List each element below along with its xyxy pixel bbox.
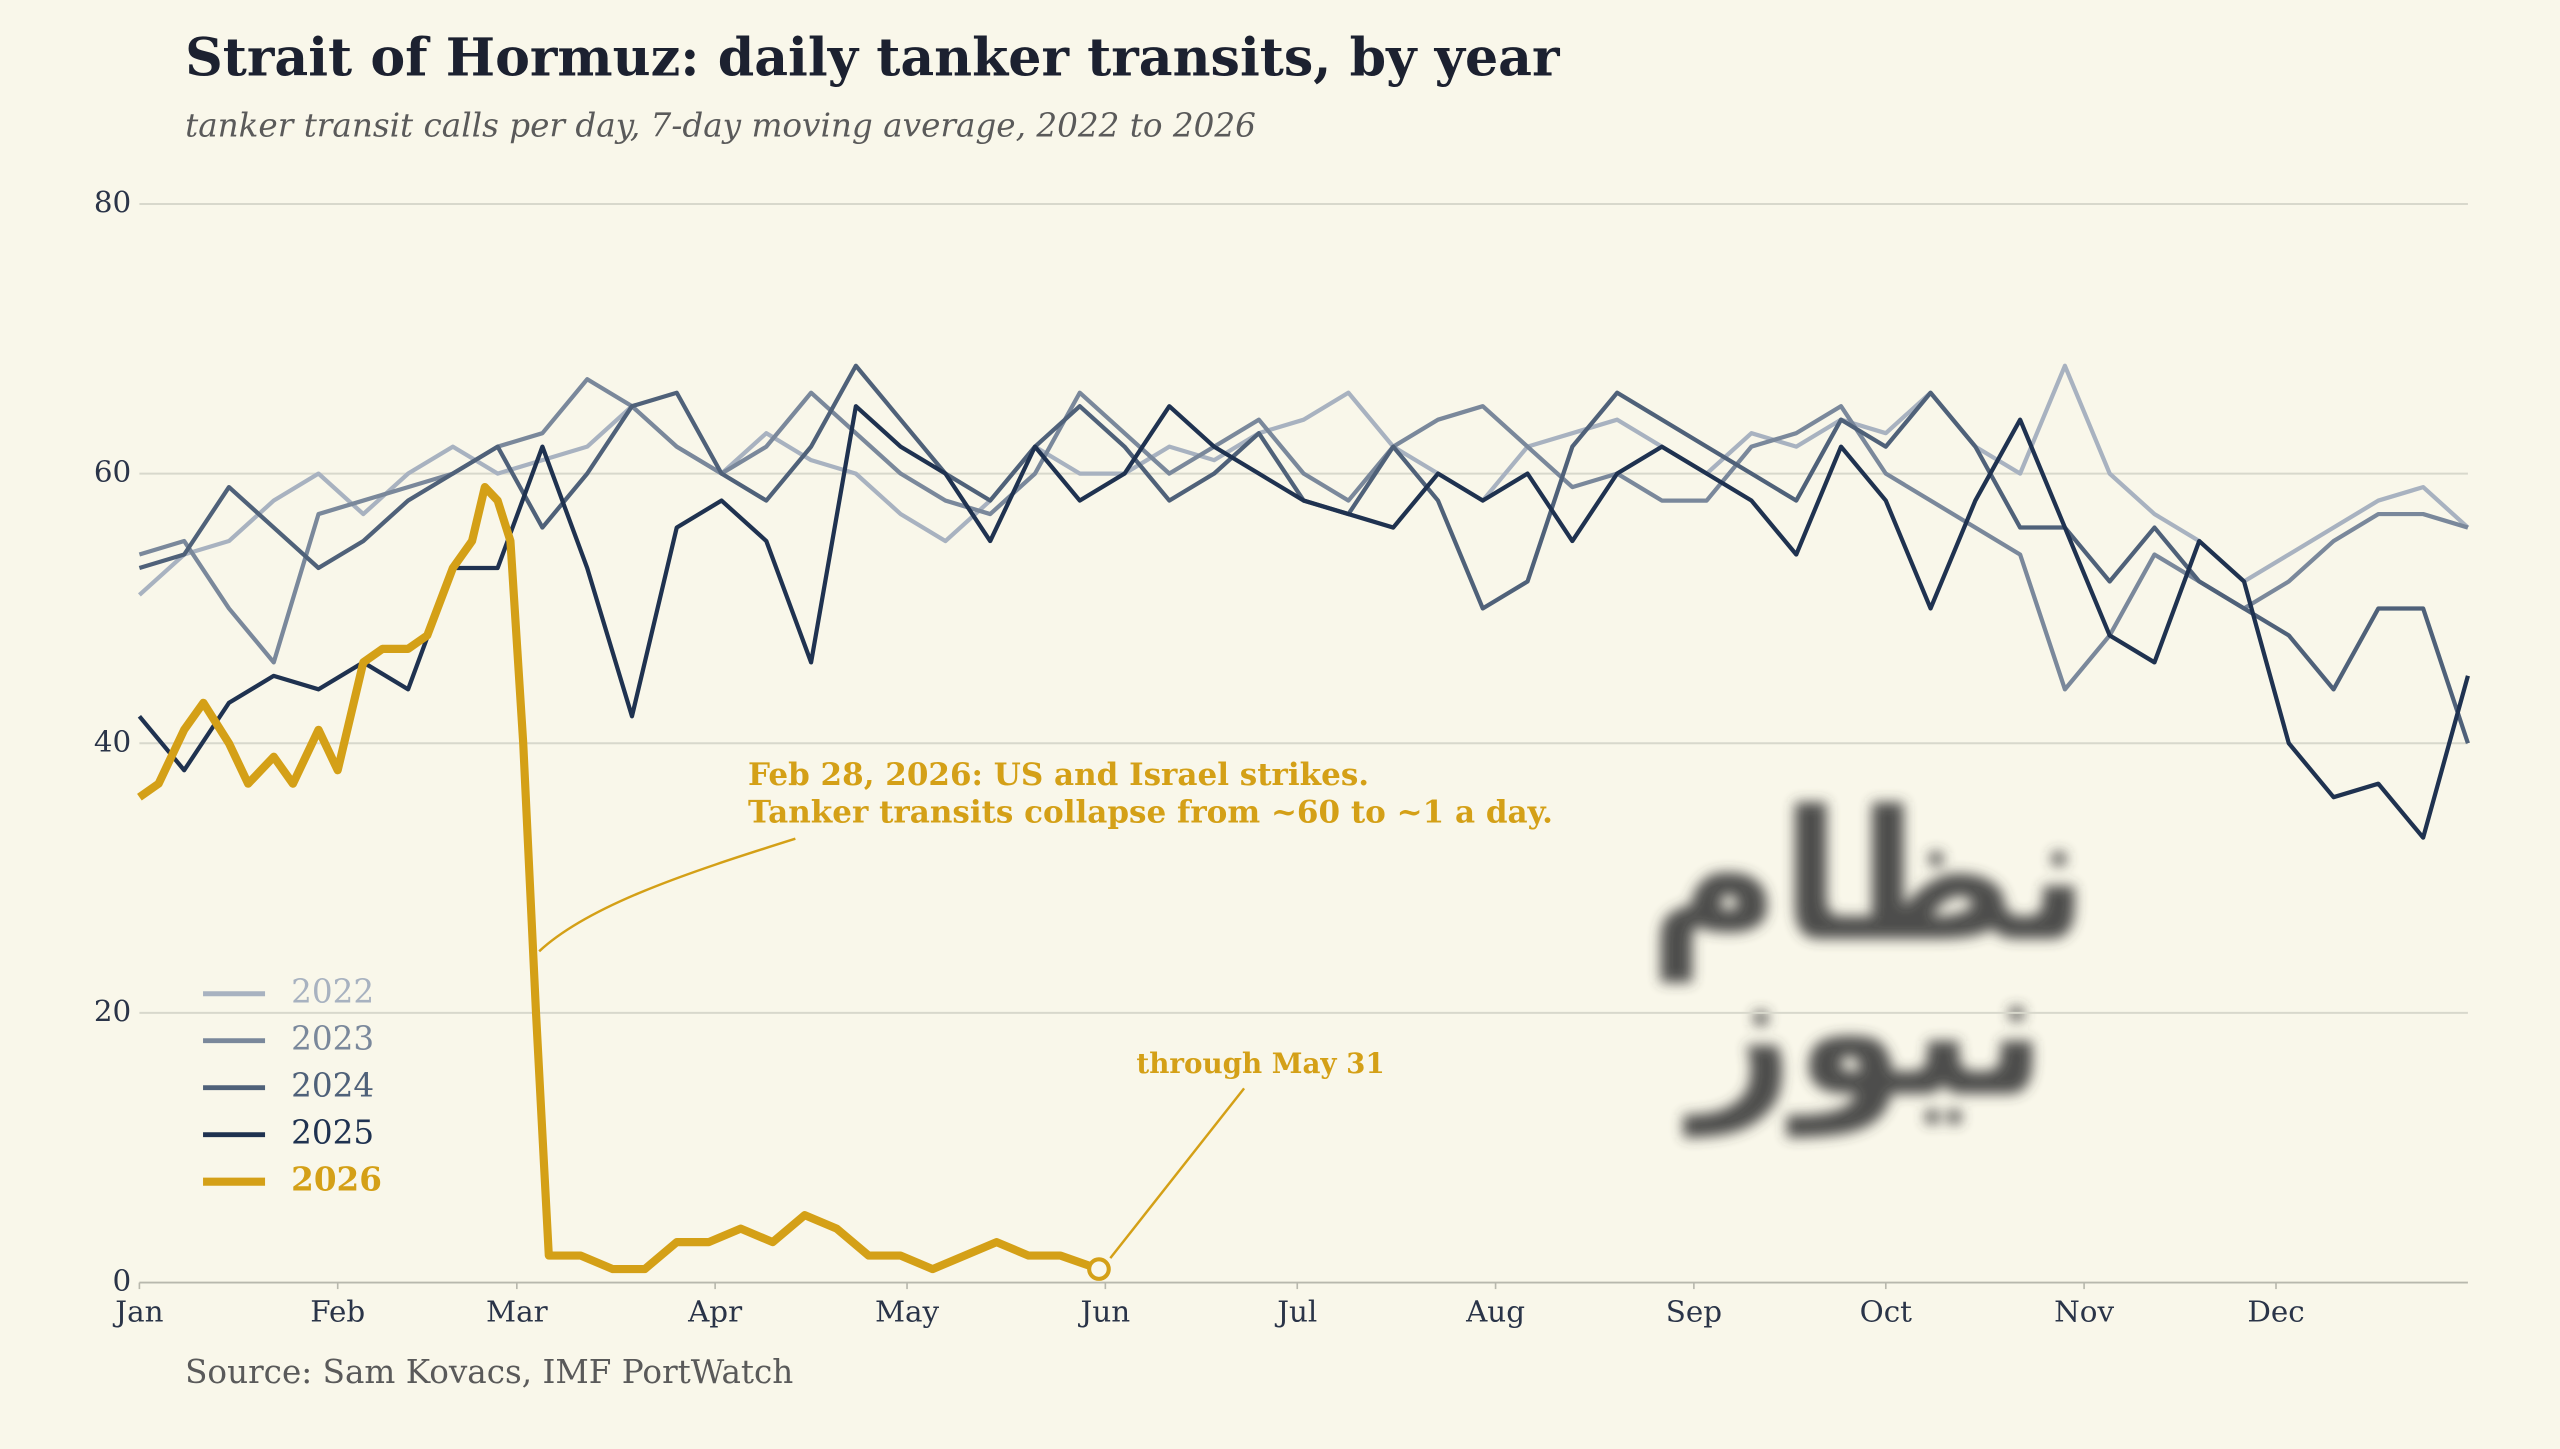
y-tick-label: 60	[94, 455, 131, 489]
legend-label: 2026	[291, 1160, 382, 1199]
x-tick-label: Jul	[1274, 1295, 1317, 1329]
lines	[137, 363, 2470, 1281]
legend-label: 2025	[291, 1114, 374, 1152]
annotation-leader	[1109, 1087, 1246, 1259]
annotation: Feb 28, 2026: US and Israel strikes.	[748, 757, 1369, 793]
x-tick-label: Nov	[2054, 1295, 2114, 1329]
annotation: Tanker transits collapse from ~60 to ~1 …	[748, 795, 1553, 831]
x-tick-label: Jun	[1078, 1295, 1131, 1329]
x-tick-label: May	[875, 1295, 940, 1329]
y-tick-label: 40	[94, 724, 131, 758]
x-tick-label: Jan	[112, 1295, 163, 1329]
chart-subtitle: tanker transit calls per day, 7-day movi…	[185, 106, 1256, 144]
series-line	[137, 404, 2470, 840]
series-line	[137, 363, 2470, 597]
end-marker	[1087, 1257, 1111, 1281]
y-tick-label: 80	[94, 185, 131, 219]
x-tick-label: Mar	[486, 1295, 549, 1329]
watermark-line: نظام	[1648, 773, 2089, 983]
annotation: through May 31	[1136, 1047, 1384, 1080]
legend-label: 2024	[291, 1067, 374, 1105]
x-tick-label: Oct	[1860, 1295, 1913, 1329]
y-tick-label: 20	[94, 994, 131, 1028]
x-tick-label: Sep	[1666, 1295, 1722, 1329]
legend-label: 2022	[291, 973, 374, 1011]
y-tick-label: 0	[113, 1264, 132, 1298]
annotation-leader	[538, 837, 796, 953]
grid: 0 20 40 60 80 Jan Feb Mar Apr May Jun Jul Aug Sep Oct N…	[94, 185, 2468, 1329]
x-tick-label: Aug	[1465, 1295, 1525, 1329]
x-tick-label: Dec	[2247, 1295, 2304, 1329]
series-line	[138, 377, 2469, 692]
watermark: نظام نیوز	[1648, 773, 2089, 1138]
x-tick-label: Feb	[310, 1295, 365, 1329]
source: Source: Sam Kovacs, IMF PortWatch	[185, 1353, 793, 1391]
legend: 2022 2023 2024 2025 2026	[203, 973, 382, 1199]
watermark-line: نیوز	[1683, 928, 2048, 1138]
x-tick-label: Apr	[687, 1295, 743, 1329]
legend-label: 2023	[291, 1020, 374, 1058]
chart-title: Strait of Hormuz: daily tanker transits,…	[185, 28, 1561, 89]
series-line	[137, 483, 1101, 1274]
